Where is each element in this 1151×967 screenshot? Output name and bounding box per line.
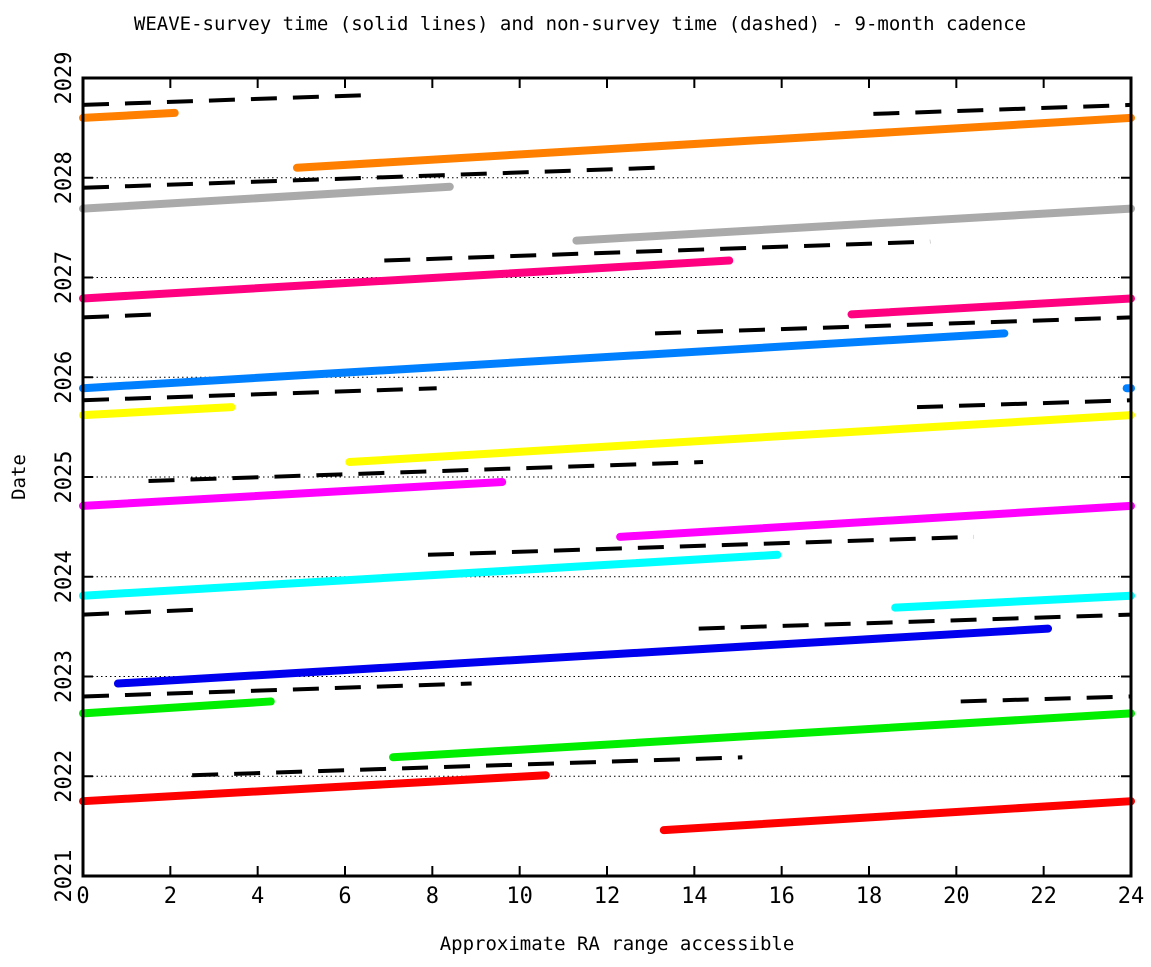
survey-solid-segment bbox=[292, 113, 1135, 172]
x-tick-label: 20 bbox=[943, 884, 970, 909]
survey-solid-segment bbox=[79, 771, 550, 806]
non-survey-dashed-segment bbox=[148, 460, 704, 483]
non-survey-dashed-segment bbox=[82, 312, 158, 320]
y-tick-label: 2022 bbox=[52, 750, 77, 803]
survey-solid-segment bbox=[79, 477, 507, 510]
x-tick-label: 18 bbox=[856, 884, 883, 909]
non-survey-dashed-segment bbox=[916, 398, 1132, 410]
survey-solid-segment bbox=[616, 501, 1135, 541]
x-tick-label: 0 bbox=[76, 884, 89, 909]
non-survey-dashed-segment bbox=[654, 315, 1132, 336]
non-survey-dashed-segment bbox=[873, 102, 1132, 116]
non-survey-dashed-segment bbox=[82, 607, 197, 617]
y-tick-label: 2026 bbox=[52, 351, 77, 404]
survey-solid-segment bbox=[79, 329, 1009, 393]
x-tick-label: 6 bbox=[338, 884, 351, 909]
x-tick-label: 14 bbox=[681, 884, 708, 909]
x-tick-label: 10 bbox=[506, 884, 533, 909]
non-survey-dashed-segment bbox=[698, 612, 1132, 631]
survey-solid-segment bbox=[79, 182, 454, 213]
survey-solid-segment bbox=[79, 108, 179, 122]
y-tick-label: 2025 bbox=[52, 451, 77, 504]
x-axis-ticks: 0 2 4 6 8 10 12 14 16 18 20 22 24 bbox=[76, 78, 1144, 909]
survey-solid-segment bbox=[79, 403, 236, 420]
survey-solid-segment bbox=[79, 550, 782, 600]
y-axis-ticks: 2021 2022 2023 2024 2025 2026 2027 2028 2029 bbox=[52, 52, 1131, 903]
x-tick-label: 16 bbox=[768, 884, 795, 909]
survey-solid-segment bbox=[79, 256, 734, 303]
y-tick-label: 2023 bbox=[52, 650, 77, 703]
non-survey-dashed-segment bbox=[960, 694, 1132, 704]
non-survey-dashed-segment bbox=[82, 165, 656, 190]
chart-title: WEAVE-survey time (solid lines) and non-… bbox=[134, 13, 1026, 35]
survey-solid-segment bbox=[79, 697, 275, 718]
non-survey-dashed-segment bbox=[192, 755, 743, 778]
survey-solid-segment bbox=[847, 294, 1135, 319]
non-survey-dashed-segment bbox=[82, 92, 372, 107]
x-axis-label: Approximate RA range accessible bbox=[440, 933, 795, 955]
y-axis-label: Date bbox=[8, 454, 30, 500]
survey-solid-segment bbox=[572, 204, 1135, 245]
x-tick-label: 4 bbox=[251, 884, 264, 909]
y-tick-label: 2029 bbox=[52, 52, 77, 105]
non-survey-dashed-segment bbox=[82, 386, 437, 403]
y-tick-label: 2028 bbox=[52, 151, 77, 204]
y-tick-label: 2021 bbox=[52, 850, 77, 903]
survey-solid-segment bbox=[345, 411, 1135, 467]
survey-solid-segment bbox=[389, 709, 1135, 762]
x-tick-label: 2 bbox=[164, 884, 177, 909]
survey-solid-segment bbox=[891, 591, 1135, 612]
x-tick-label: 24 bbox=[1118, 884, 1145, 909]
x-tick-label: 8 bbox=[426, 884, 439, 909]
non-survey-dashed-segment bbox=[427, 534, 974, 557]
non-survey-dashed-segment bbox=[82, 681, 472, 699]
series-group bbox=[79, 92, 1135, 835]
survey-solid-segment bbox=[113, 624, 1053, 688]
x-tick-label: 12 bbox=[594, 884, 621, 909]
y-tick-label: 2027 bbox=[52, 251, 77, 304]
x-tick-label: 22 bbox=[1030, 884, 1057, 909]
gridlines bbox=[83, 177, 1131, 777]
non-survey-dashed-segment bbox=[384, 239, 931, 263]
survey-solid-segment bbox=[659, 797, 1135, 835]
y-tick-label: 2024 bbox=[52, 550, 77, 603]
